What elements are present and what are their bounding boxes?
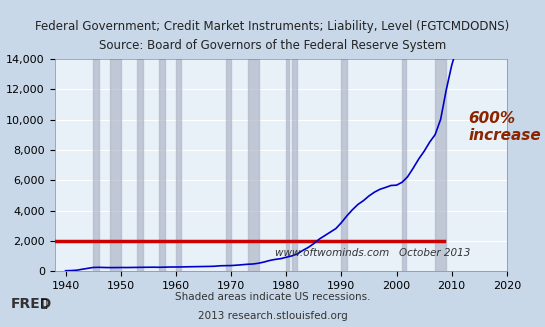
Text: Shaded areas indicate US recessions.: Shaded areas indicate US recessions. [175,292,370,302]
Bar [402,59,407,271]
Text: 2013 research.stlouisfed.org: 2013 research.stlouisfed.org [198,311,347,321]
Text: 📈: 📈 [41,299,47,309]
Text: Federal Government; Credit Market Instruments; Liability, Level (FGTCMDODNS): Federal Government; Credit Market Instru… [35,20,510,33]
Bar [226,59,231,271]
Bar [93,59,99,271]
Bar [286,59,289,271]
Bar [341,59,347,271]
Bar [110,59,120,271]
Text: Source: Board of Governors of the Federal Reserve System: Source: Board of Governors of the Federa… [99,39,446,52]
Bar [137,59,143,271]
Bar [176,59,181,271]
Text: www.oftwominds.com   October 2013: www.oftwominds.com October 2013 [275,248,470,258]
Y-axis label: (Billions of Dollars): (Billions of Dollars) [0,112,1,218]
Bar [292,59,297,271]
Bar [159,59,165,271]
Text: FRED: FRED [11,297,52,311]
Bar [435,59,446,271]
Bar [247,59,259,271]
Text: 600%
increase: 600% increase [468,111,541,143]
